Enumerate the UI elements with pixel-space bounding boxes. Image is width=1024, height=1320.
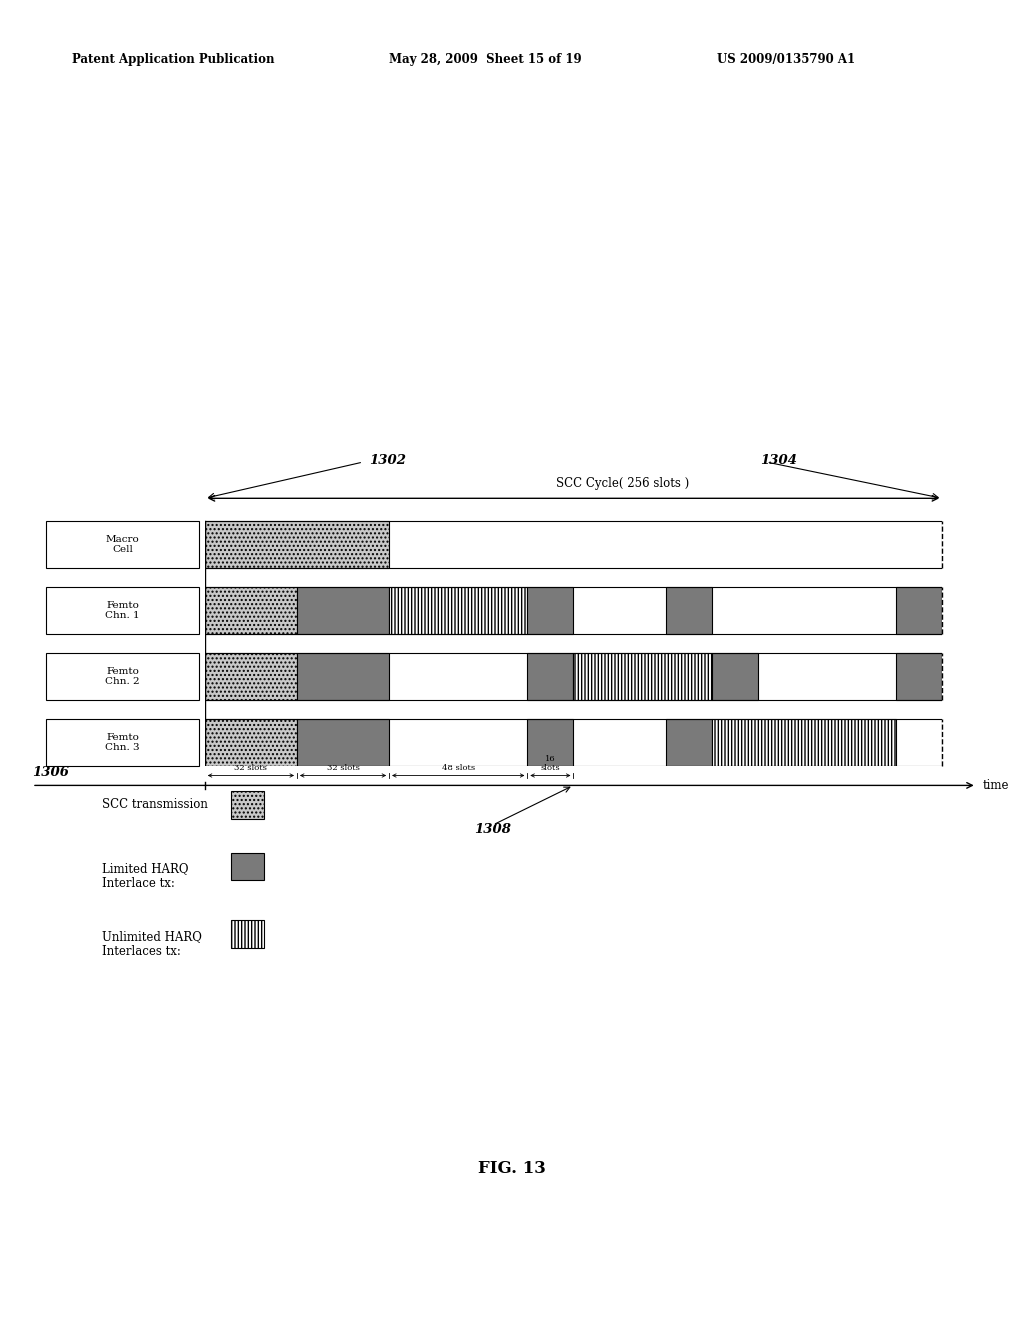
Text: 48 slots: 48 slots <box>441 764 475 772</box>
Text: Unlimited HARQ
Interlaces tx:: Unlimited HARQ Interlaces tx: <box>102 929 203 958</box>
Bar <box>205 587 297 634</box>
Text: 16
slots: 16 slots <box>541 755 560 772</box>
Bar <box>205 653 942 700</box>
Text: SCC Cycle( 256 slots ): SCC Cycle( 256 slots ) <box>556 478 689 491</box>
Text: 1302: 1302 <box>369 454 406 466</box>
Bar <box>231 791 264 818</box>
Text: 1304: 1304 <box>761 454 798 466</box>
Bar <box>297 587 389 634</box>
Text: SCC transmission: SCC transmission <box>102 799 208 812</box>
Bar <box>205 653 297 700</box>
Bar <box>573 653 712 700</box>
Bar <box>389 587 527 634</box>
Bar <box>297 653 389 700</box>
Bar <box>527 719 573 766</box>
Text: Femto
Chn. 3: Femto Chn. 3 <box>105 733 140 752</box>
Text: Macro
Cell: Macro Cell <box>105 535 139 554</box>
Text: Femto
Chn. 2: Femto Chn. 2 <box>105 667 140 686</box>
Bar <box>527 587 573 634</box>
Text: 1308: 1308 <box>474 822 511 836</box>
Bar <box>666 719 712 766</box>
Text: Patent Application Publication: Patent Application Publication <box>72 53 274 66</box>
Bar <box>205 587 942 634</box>
Bar <box>46 653 199 700</box>
Text: 32 slots: 32 slots <box>234 764 267 772</box>
Bar <box>46 587 199 634</box>
Bar <box>231 920 264 948</box>
Bar <box>205 719 297 766</box>
Text: FIG. 13: FIG. 13 <box>478 1160 546 1176</box>
Bar <box>205 719 942 766</box>
Bar <box>231 853 264 880</box>
Bar <box>527 653 573 700</box>
Text: 1306: 1306 <box>32 766 69 779</box>
Text: Limited HARQ
Interlace tx:: Limited HARQ Interlace tx: <box>102 862 188 890</box>
Bar <box>205 521 942 568</box>
Bar <box>712 653 758 700</box>
Bar <box>205 521 389 568</box>
Bar <box>896 587 942 634</box>
Text: US 2009/0135790 A1: US 2009/0135790 A1 <box>717 53 855 66</box>
Bar <box>46 719 199 766</box>
Text: 32 slots: 32 slots <box>327 764 359 772</box>
Text: May 28, 2009  Sheet 15 of 19: May 28, 2009 Sheet 15 of 19 <box>389 53 582 66</box>
Text: Femto
Chn. 1: Femto Chn. 1 <box>105 601 140 620</box>
Bar <box>666 587 712 634</box>
Bar <box>896 653 942 700</box>
Bar <box>712 719 896 766</box>
Text: time: time <box>982 779 1009 792</box>
Bar <box>297 719 389 766</box>
Bar <box>46 521 199 568</box>
